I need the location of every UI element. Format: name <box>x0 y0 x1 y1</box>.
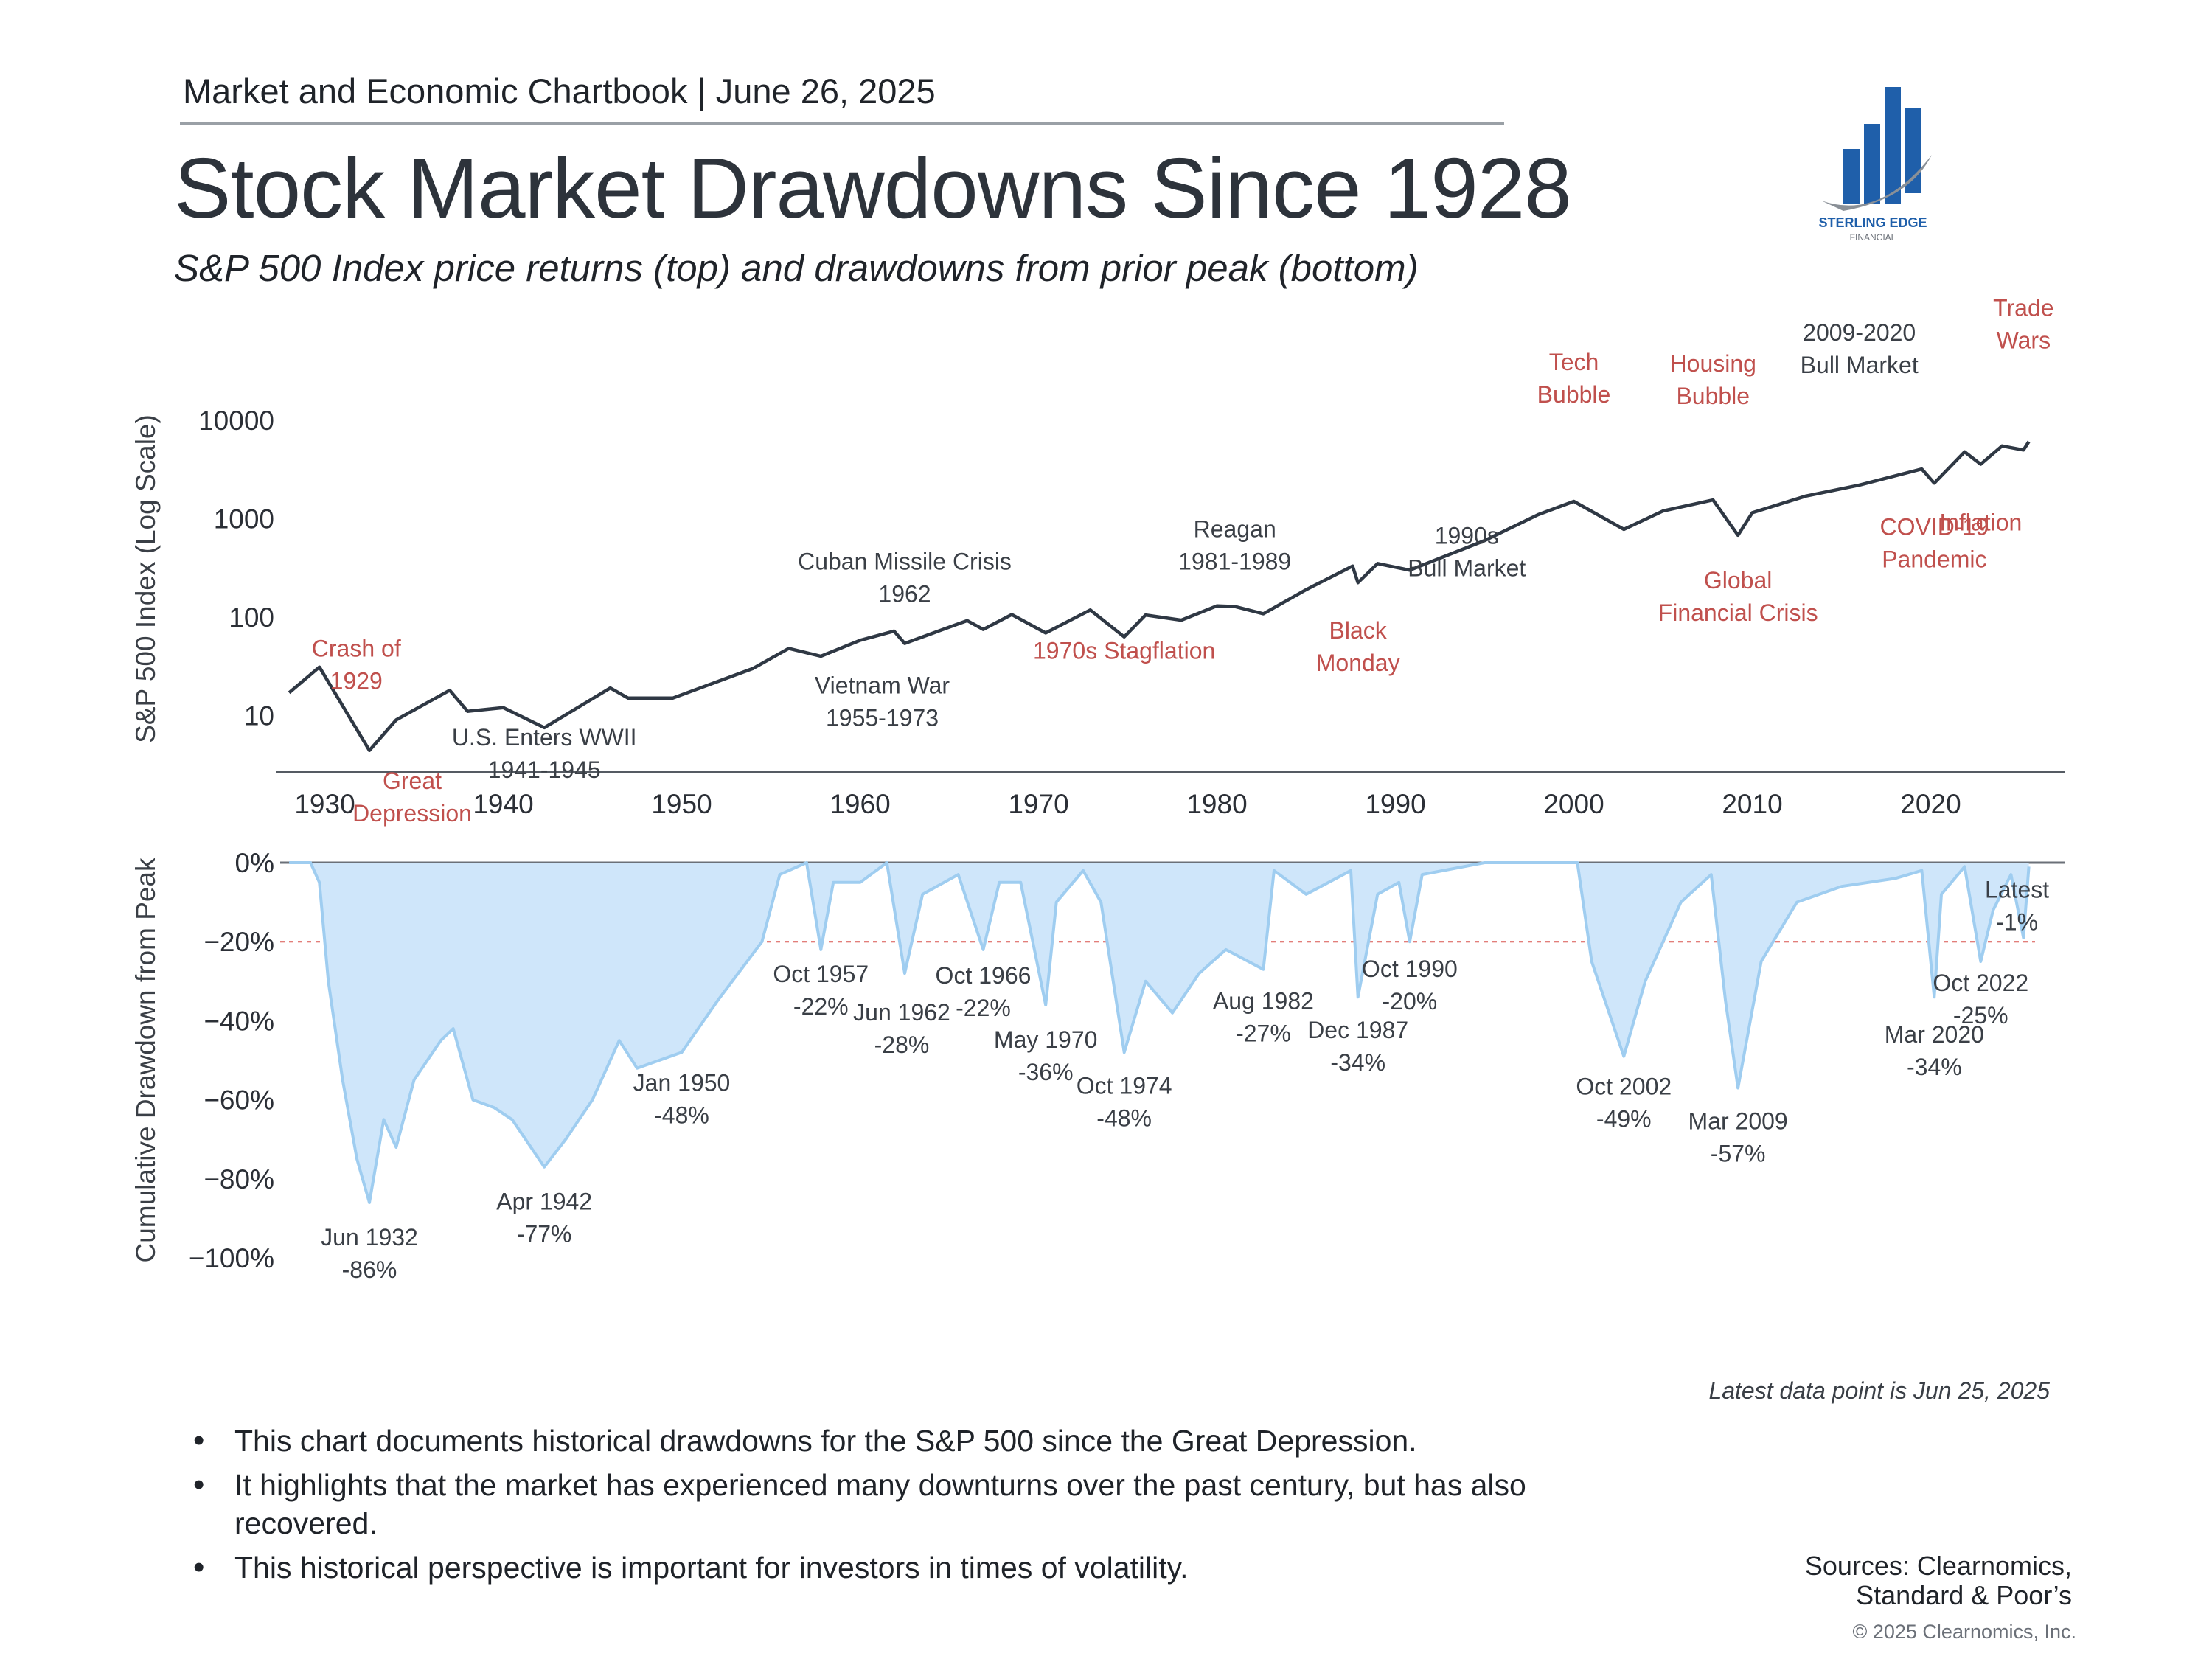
drawdown-annotation: Mar 2020 -34% <box>1885 1021 1984 1080</box>
bullet-item: It highlights that the market has experi… <box>189 1466 1553 1543</box>
drawdown-annotation: Oct 2022 -25% <box>1933 970 2028 1029</box>
price-annotation: COVID-19 Pandemic <box>1880 513 1989 572</box>
drawdown-annotation: Jan 1950 -48% <box>633 1069 731 1128</box>
drawdown-annotation: Jun 1932 -86% <box>321 1224 418 1283</box>
drawdown-annotation: May 1970 -36% <box>994 1026 1098 1085</box>
x-tick-label: 1950 <box>651 789 712 819</box>
drawdown-y-tick-label: 0% <box>235 848 274 878</box>
logo-subname: FINANCIAL <box>1850 232 1896 243</box>
y-tick-label: 1000 <box>214 504 274 535</box>
sources-line: Sources: Clearnomics, <box>1804 1551 2072 1581</box>
bullet-list: This chart documents historical drawdown… <box>189 1422 1553 1593</box>
price-annotation: Global Financial Crisis <box>1658 567 1818 626</box>
drawdown-annotation: Oct 2002 -49% <box>1576 1074 1672 1133</box>
y-tick-label: 100 <box>229 602 274 633</box>
copyright: © 2025 Clearnomics, Inc. <box>1852 1621 2076 1643</box>
x-tick-label: 1990 <box>1365 789 1425 819</box>
sterling-edge-logo: STERLING EDGE FINANCIAL <box>1799 81 1947 251</box>
price-annotation: Great Depression <box>352 768 472 827</box>
drawdown-area <box>289 863 2029 1203</box>
latest-data-note: Latest data point is Jun 25, 2025 <box>1708 1377 2050 1404</box>
x-tick-label: 2010 <box>1722 789 1782 819</box>
price-annotation: Cuban Missile Crisis 1962 <box>798 549 1012 608</box>
price-annotation: 1990s Bull Market <box>1408 523 1526 582</box>
x-tick-label: 1970 <box>1008 789 1068 819</box>
logo-name: STERLING EDGE <box>1818 215 1927 230</box>
price-annotation: Housing Bubble <box>1670 350 1756 409</box>
price-annotation: Crash of 1929 <box>312 636 401 695</box>
drawdown-y-tick-label: −100% <box>189 1243 274 1273</box>
drawdown-y-tick-label: −20% <box>204 927 274 957</box>
drawdown-annotation: Oct 1957 -22% <box>773 961 869 1020</box>
drawdown-annotation: Oct 1974 -48% <box>1077 1072 1172 1131</box>
drawdown-annotation: Dec 1987 -34% <box>1307 1017 1408 1076</box>
x-tick-label: 2000 <box>1543 789 1604 819</box>
drawdown-annotation: Latest -1% <box>1985 876 2049 935</box>
drawdown-y-tick-label: −80% <box>204 1164 274 1194</box>
price-annotation: Black Monday <box>1316 617 1400 676</box>
sources-line: Standard & Poor’s <box>1856 1580 2072 1610</box>
price-annotation: Inflation <box>1939 509 2022 536</box>
page-subtitle: S&P 500 Index price returns (top) and dr… <box>174 247 1419 289</box>
drawdown-annotation: Mar 2009 -57% <box>1688 1108 1788 1167</box>
price-annotation: Trade Wars <box>1993 294 2053 353</box>
drawdown-annotation: Oct 1966 -22% <box>936 962 1032 1021</box>
drawdown-annotation: Apr 1942 -77% <box>496 1189 592 1248</box>
axes-layer: 1930 1940 1950 1960 1970 1980 1990 2000 2010 2020… <box>131 406 2065 1273</box>
sources-note: Sources: Clearnomics, Standard & Poor’s <box>1696 1551 2072 1610</box>
price-annotation: 1970s Stagflation <box>1033 638 1215 664</box>
y-tick-label: 10000 <box>198 406 274 436</box>
bullet-item: This historical perspective is important… <box>189 1548 1553 1587</box>
drawdown-y-axis-title: Cumulative Drawdown from Peak <box>131 858 161 1263</box>
chartbook-header: Market and Economic Chartbook | June 26,… <box>183 72 936 111</box>
page-title: Stock Market Drawdowns Since 1928 <box>174 140 1572 236</box>
x-tick-label: 1980 <box>1186 789 1247 819</box>
price-annotation: Reagan 1981-1989 <box>1178 516 1291 575</box>
x-tick-label: 1940 <box>473 789 533 819</box>
y-tick-label: 10 <box>244 700 274 731</box>
price-annotation: Vietnam War 1955-1973 <box>815 672 950 731</box>
price-annotation: U.S. Enters WWII 1941-1945 <box>452 724 637 783</box>
drawdown-annotation: Jun 1962 -28% <box>853 999 950 1058</box>
x-tick-label: 1960 <box>830 789 890 819</box>
x-tick-label: 1930 <box>294 789 355 819</box>
drawdown-annotation: Oct 1990 -20% <box>1362 956 1458 1015</box>
bar-chart-swoosh-logo-icon: STERLING EDGE FINANCIAL <box>1818 87 1932 243</box>
drawdown-y-tick-label: −40% <box>204 1006 274 1036</box>
drawdown-y-tick-label: −60% <box>204 1085 274 1116</box>
price-line <box>288 440 2031 753</box>
price-annotation: Tech Bubble <box>1537 349 1611 408</box>
x-tick-label: 2020 <box>1900 789 1961 819</box>
drawdown-annotation: Aug 1982 -27% <box>1213 988 1314 1047</box>
drawdown-line <box>289 861 2031 1204</box>
bullet-item: This chart documents historical drawdown… <box>189 1422 1553 1460</box>
price-annotation: 2009-2020 Bull Market <box>1801 319 1919 378</box>
y-axis-title: S&P 500 Index (Log Scale) <box>131 414 161 743</box>
header-divider <box>180 122 1504 125</box>
